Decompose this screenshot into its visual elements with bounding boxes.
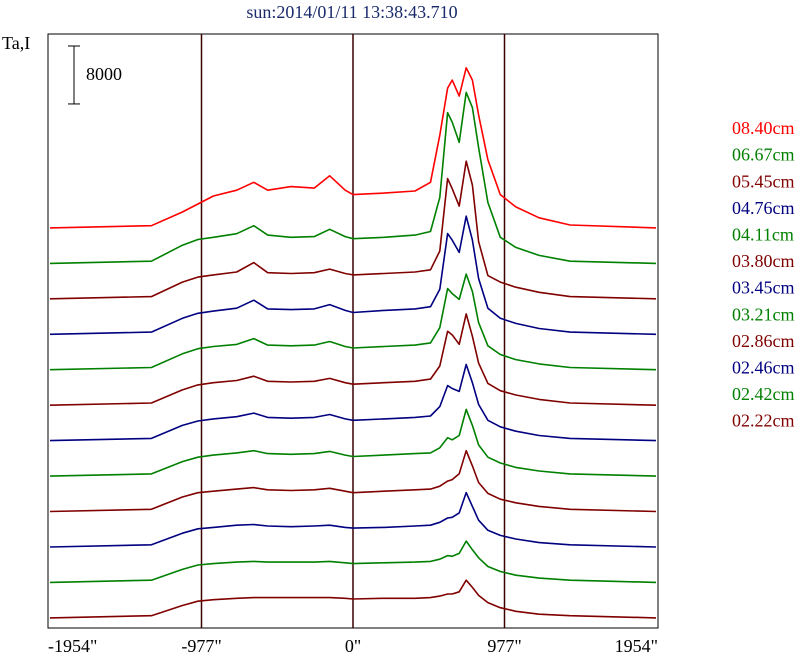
legend-label: 02.42cm — [732, 384, 795, 404]
legend-label: 08.40cm — [732, 118, 795, 138]
profile-line — [49, 160, 657, 300]
scale-bar-label: 8000 — [86, 64, 122, 84]
legend-label: 03.80cm — [732, 251, 795, 271]
profile-line — [49, 363, 657, 442]
legend-label: 06.67cm — [732, 145, 795, 165]
legend-label: 02.22cm — [732, 411, 795, 431]
legend-label: 02.46cm — [732, 358, 795, 378]
profile-line — [49, 449, 657, 513]
profile-line — [49, 67, 657, 229]
profile-line — [49, 91, 657, 265]
x-tick-label: 1954" — [615, 636, 658, 656]
legend-label: 04.76cm — [732, 198, 795, 218]
legend-label: 02.86cm — [732, 331, 795, 351]
profile-line — [49, 313, 657, 406]
chart-title: sun:2014/01/11 13:38:43.710 — [246, 2, 457, 22]
profile-line — [49, 273, 657, 371]
profile-line — [49, 540, 657, 584]
profile-line — [49, 579, 657, 619]
x-tick-label: -977" — [181, 636, 221, 656]
legend-label: 04.11cm — [732, 225, 794, 245]
y-axis-label: Ta,I — [2, 33, 30, 53]
x-tick-label: 0" — [345, 636, 361, 656]
legend-label: 03.45cm — [732, 278, 795, 298]
legend-label: 05.45cm — [732, 171, 795, 191]
profile-line — [49, 408, 657, 477]
profile-line — [49, 215, 657, 336]
x-tick-label: -1954" — [48, 636, 97, 656]
legend-label: 03.21cm — [732, 304, 795, 324]
x-tick-label: 977" — [487, 636, 521, 656]
profile-line — [49, 491, 657, 548]
